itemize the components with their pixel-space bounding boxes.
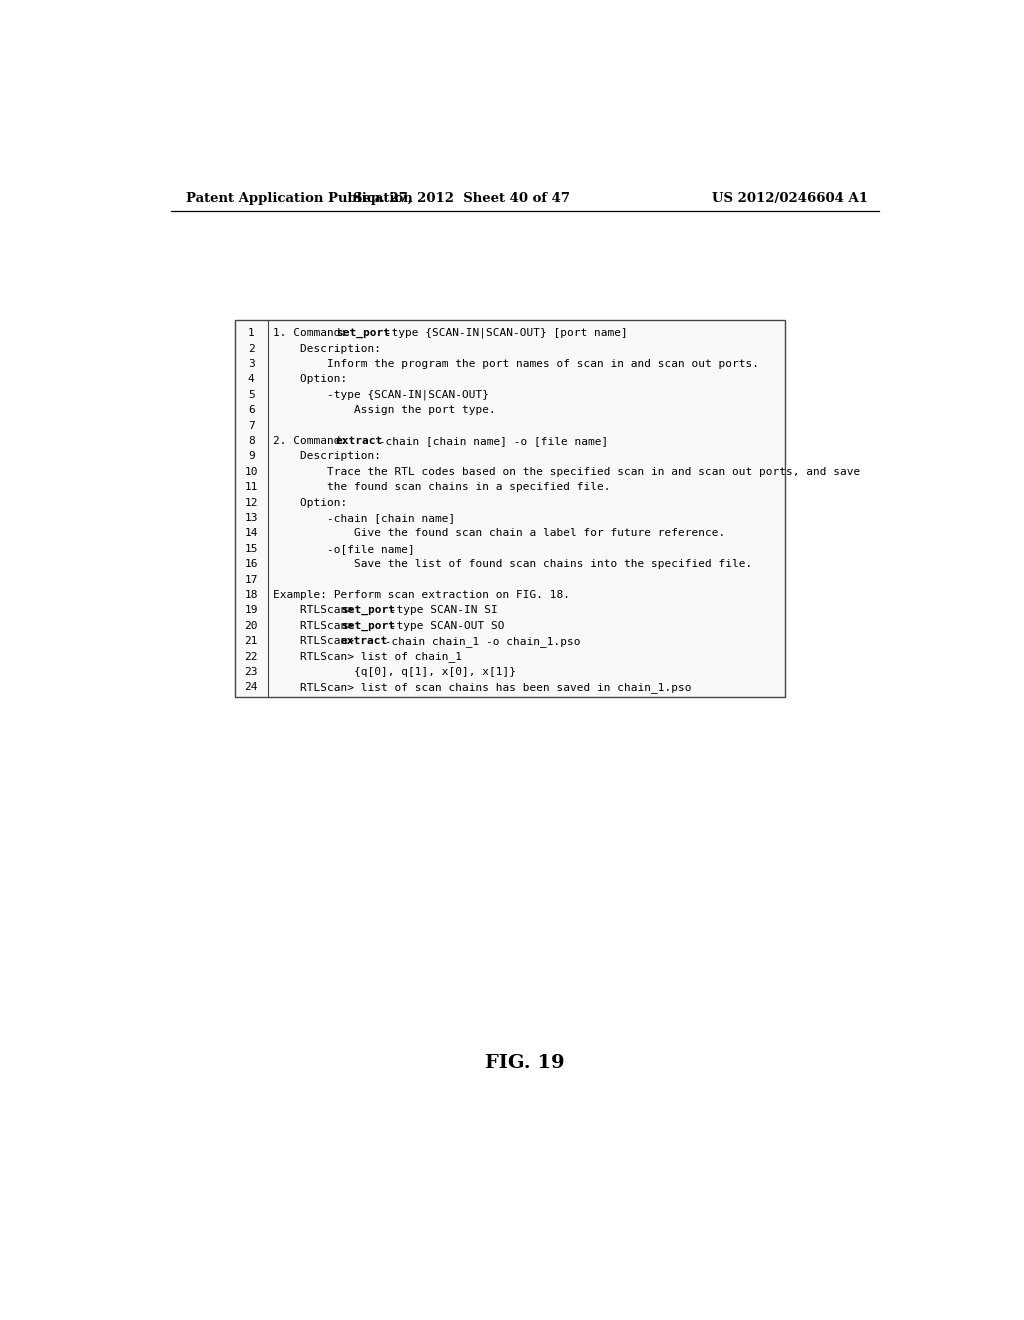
Text: 5: 5 <box>248 389 255 400</box>
Text: 17: 17 <box>245 574 258 585</box>
Text: 3: 3 <box>248 359 255 370</box>
Text: Sep. 27, 2012  Sheet 40 of 47: Sep. 27, 2012 Sheet 40 of 47 <box>352 191 569 205</box>
Text: 6: 6 <box>248 405 255 416</box>
Text: extract: extract <box>336 436 383 446</box>
Text: -chain [chain name]: -chain [chain name] <box>273 513 456 523</box>
Text: Description:: Description: <box>273 451 381 462</box>
Text: 7: 7 <box>248 421 255 430</box>
Text: 24: 24 <box>245 682 258 693</box>
Text: US 2012/0246604 A1: US 2012/0246604 A1 <box>712 191 868 205</box>
Text: 2. Command:: 2. Command: <box>273 436 354 446</box>
Text: Trace the RTL codes based on the specified scan in and scan out ports, and save: Trace the RTL codes based on the specifi… <box>273 467 860 477</box>
Text: 20: 20 <box>245 620 258 631</box>
Text: 11: 11 <box>245 482 258 492</box>
Text: RTLScan> list of scan chains has been saved in chain_1.pso: RTLScan> list of scan chains has been sa… <box>273 682 691 693</box>
Text: RTLScan>: RTLScan> <box>273 620 360 631</box>
Text: -o[file name]: -o[file name] <box>273 544 415 554</box>
Text: -type {SCAN-IN|SCAN-OUT} [port name]: -type {SCAN-IN|SCAN-OUT} [port name] <box>378 327 628 338</box>
Text: -chain chain_1 -o chain_1.pso: -chain chain_1 -o chain_1.pso <box>378 636 580 647</box>
Text: -chain [chain name] -o [file name]: -chain [chain name] -o [file name] <box>373 436 608 446</box>
Text: 1: 1 <box>248 329 255 338</box>
Text: 8: 8 <box>248 436 255 446</box>
Text: 22: 22 <box>245 652 258 661</box>
Text: 23: 23 <box>245 667 258 677</box>
Text: 1. Command:: 1. Command: <box>273 329 354 338</box>
Text: Give the found scan chain a label for future reference.: Give the found scan chain a label for fu… <box>273 528 725 539</box>
Text: FIG. 19: FIG. 19 <box>485 1055 564 1072</box>
Bar <box>234 321 785 697</box>
Text: Save the list of found scan chains into the specified file.: Save the list of found scan chains into … <box>273 560 753 569</box>
Text: RTLScan>: RTLScan> <box>273 636 360 647</box>
Text: Inform the program the port names of scan in and scan out ports.: Inform the program the port names of sca… <box>273 359 759 370</box>
Text: RTLScan> list of chain_1: RTLScan> list of chain_1 <box>273 651 462 663</box>
Text: 15: 15 <box>245 544 258 554</box>
Text: Assign the port type.: Assign the port type. <box>273 405 496 416</box>
Text: 13: 13 <box>245 513 258 523</box>
Text: -type {SCAN-IN|SCAN-OUT}: -type {SCAN-IN|SCAN-OUT} <box>273 389 488 400</box>
Text: 18: 18 <box>245 590 258 601</box>
Text: 4: 4 <box>248 375 255 384</box>
Text: set_port: set_port <box>341 620 395 631</box>
Text: 2: 2 <box>248 343 255 354</box>
Text: -type SCAN-OUT SO: -type SCAN-OUT SO <box>383 620 504 631</box>
Text: the found scan chains in a specified file.: the found scan chains in a specified fil… <box>273 482 610 492</box>
Text: 10: 10 <box>245 467 258 477</box>
Text: set_port: set_port <box>341 606 395 615</box>
Text: Option:: Option: <box>273 498 347 508</box>
Text: set_port: set_port <box>336 329 390 338</box>
Text: 19: 19 <box>245 606 258 615</box>
Text: 14: 14 <box>245 528 258 539</box>
Text: RTLScan>: RTLScan> <box>273 606 360 615</box>
Text: -type SCAN-IN SI: -type SCAN-IN SI <box>383 606 498 615</box>
Text: 12: 12 <box>245 498 258 508</box>
Text: 9: 9 <box>248 451 255 462</box>
Text: Option:: Option: <box>273 375 347 384</box>
Text: Description:: Description: <box>273 343 381 354</box>
Text: 21: 21 <box>245 636 258 647</box>
Text: 16: 16 <box>245 560 258 569</box>
Text: {q[0], q[1], x[0], x[1]}: {q[0], q[1], x[0], x[1]} <box>273 667 516 677</box>
Text: Patent Application Publication: Patent Application Publication <box>186 191 413 205</box>
Text: extract: extract <box>341 636 388 647</box>
Text: Example: Perform scan extraction on FIG. 18.: Example: Perform scan extraction on FIG.… <box>273 590 570 601</box>
